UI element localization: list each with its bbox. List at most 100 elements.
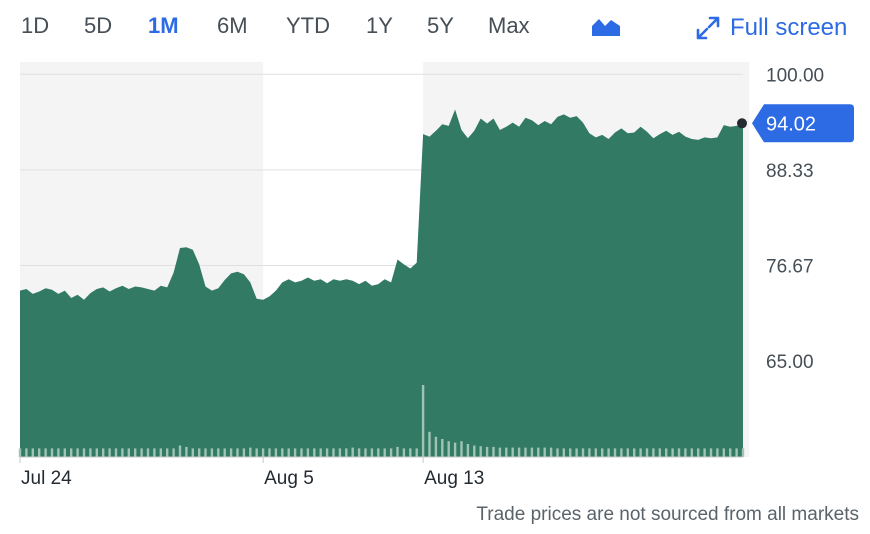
volume-bar (665, 448, 668, 457)
volume-bar (479, 446, 482, 457)
volume-bar (428, 431, 431, 457)
volume-bar (690, 448, 693, 457)
volume-bar (473, 445, 476, 457)
volume-bar (677, 448, 681, 457)
volume-bar (530, 447, 534, 457)
volume-bar (460, 441, 463, 457)
volume-bar (50, 448, 54, 457)
volume-bar (511, 447, 514, 457)
y-tick-label: 65.00 (766, 352, 814, 373)
volume-bar (601, 448, 604, 457)
volume-bar (396, 446, 399, 457)
range-max-button[interactable]: Max (488, 10, 530, 42)
y-tick-label: 88.33 (766, 161, 814, 182)
volume-bar (741, 448, 745, 457)
volume-bar (338, 448, 342, 457)
range-5y-button[interactable]: 5Y (427, 10, 454, 42)
volume-bar (389, 448, 393, 457)
volume-bar (441, 439, 444, 457)
last-price-tag: 94.02 (737, 104, 854, 143)
range-1d-button[interactable]: 1D (21, 10, 49, 42)
volume-bar (63, 448, 66, 457)
volume-bar (102, 448, 105, 457)
range-ytd-button[interactable]: YTD (286, 10, 330, 42)
volume-bar (274, 448, 278, 457)
volume-bar (466, 444, 470, 457)
volume-bar (722, 448, 725, 457)
volume-bar (18, 448, 22, 457)
fullscreen-button[interactable]: Full screen (694, 12, 847, 44)
fullscreen-label: Full screen (730, 14, 848, 41)
volume-bar (639, 448, 642, 457)
volume-bar (402, 448, 406, 457)
volume-bar (421, 385, 425, 457)
volume-bar (268, 448, 271, 457)
volume-bar (543, 447, 546, 457)
x-axis-ticks: Jul 24 Aug 5 Aug 13 (19, 457, 484, 489)
volume-bar (735, 448, 738, 457)
footer-note: Trade prices are not sourced from all ma… (476, 504, 859, 525)
volume-bar (345, 448, 348, 457)
volume-bar (57, 448, 60, 457)
volume-bar (524, 447, 527, 457)
volume-bar (44, 448, 47, 457)
mountain-chart-icon[interactable] (590, 14, 622, 38)
volume-bar (569, 448, 572, 457)
volume-bar (146, 448, 150, 457)
range-5d-button[interactable]: 5D (84, 10, 112, 42)
x-tick-label: Jul 24 (21, 468, 72, 489)
volume-bar (633, 448, 636, 457)
volume-bar (607, 448, 610, 457)
volume-bar (25, 448, 28, 457)
volume-bar (191, 448, 194, 457)
volume-bar (217, 448, 220, 457)
volume-bar (140, 448, 143, 457)
volume-bar (127, 448, 130, 457)
last-price-label: 94.02 (766, 113, 816, 135)
volume-bar (185, 446, 188, 457)
volume-bar (581, 448, 585, 457)
volume-bar (261, 448, 265, 457)
volume-bars (18, 385, 745, 457)
volume-bar (716, 448, 719, 457)
volume-bar (383, 448, 386, 457)
last-price-badge (752, 104, 854, 143)
volume-bar (76, 448, 79, 457)
volume-bar (613, 448, 617, 457)
volume-bar (166, 448, 169, 457)
volume-bar (729, 448, 732, 457)
volume-bar (31, 448, 34, 457)
volume-bar (658, 448, 661, 457)
volume-bar (709, 448, 713, 457)
volume-bar (447, 441, 450, 457)
volume-bar (249, 447, 252, 457)
volume-bar (588, 448, 591, 457)
volume-bar (281, 448, 284, 457)
volume-bar (453, 442, 457, 457)
volume-bar (549, 447, 553, 457)
volume-bar (255, 448, 258, 457)
volume-bar (357, 448, 361, 457)
volume-bar (134, 448, 137, 457)
expand-arrows-icon (696, 16, 720, 40)
volume-bar (242, 448, 246, 457)
range-1m-button[interactable]: 1M (148, 10, 179, 42)
volume-bar (204, 448, 207, 457)
last-price-dot (737, 118, 747, 129)
volume-bar (517, 447, 521, 457)
volume-bar (236, 448, 239, 457)
volume-bar (332, 448, 335, 457)
volume-bar (703, 448, 706, 457)
y-tick-label: 100.00 (766, 65, 824, 86)
range-6m-button[interactable]: 6M (217, 10, 248, 42)
volume-bar (594, 448, 597, 457)
range-1y-button[interactable]: 1Y (366, 10, 393, 42)
volume-bar (293, 448, 297, 457)
volume-bar (645, 448, 649, 457)
volume-bar (684, 448, 687, 457)
volume-bar (537, 447, 540, 457)
volume-bar (671, 448, 674, 457)
volume-bar (364, 448, 367, 457)
y-tick-label: 76.67 (766, 256, 814, 277)
